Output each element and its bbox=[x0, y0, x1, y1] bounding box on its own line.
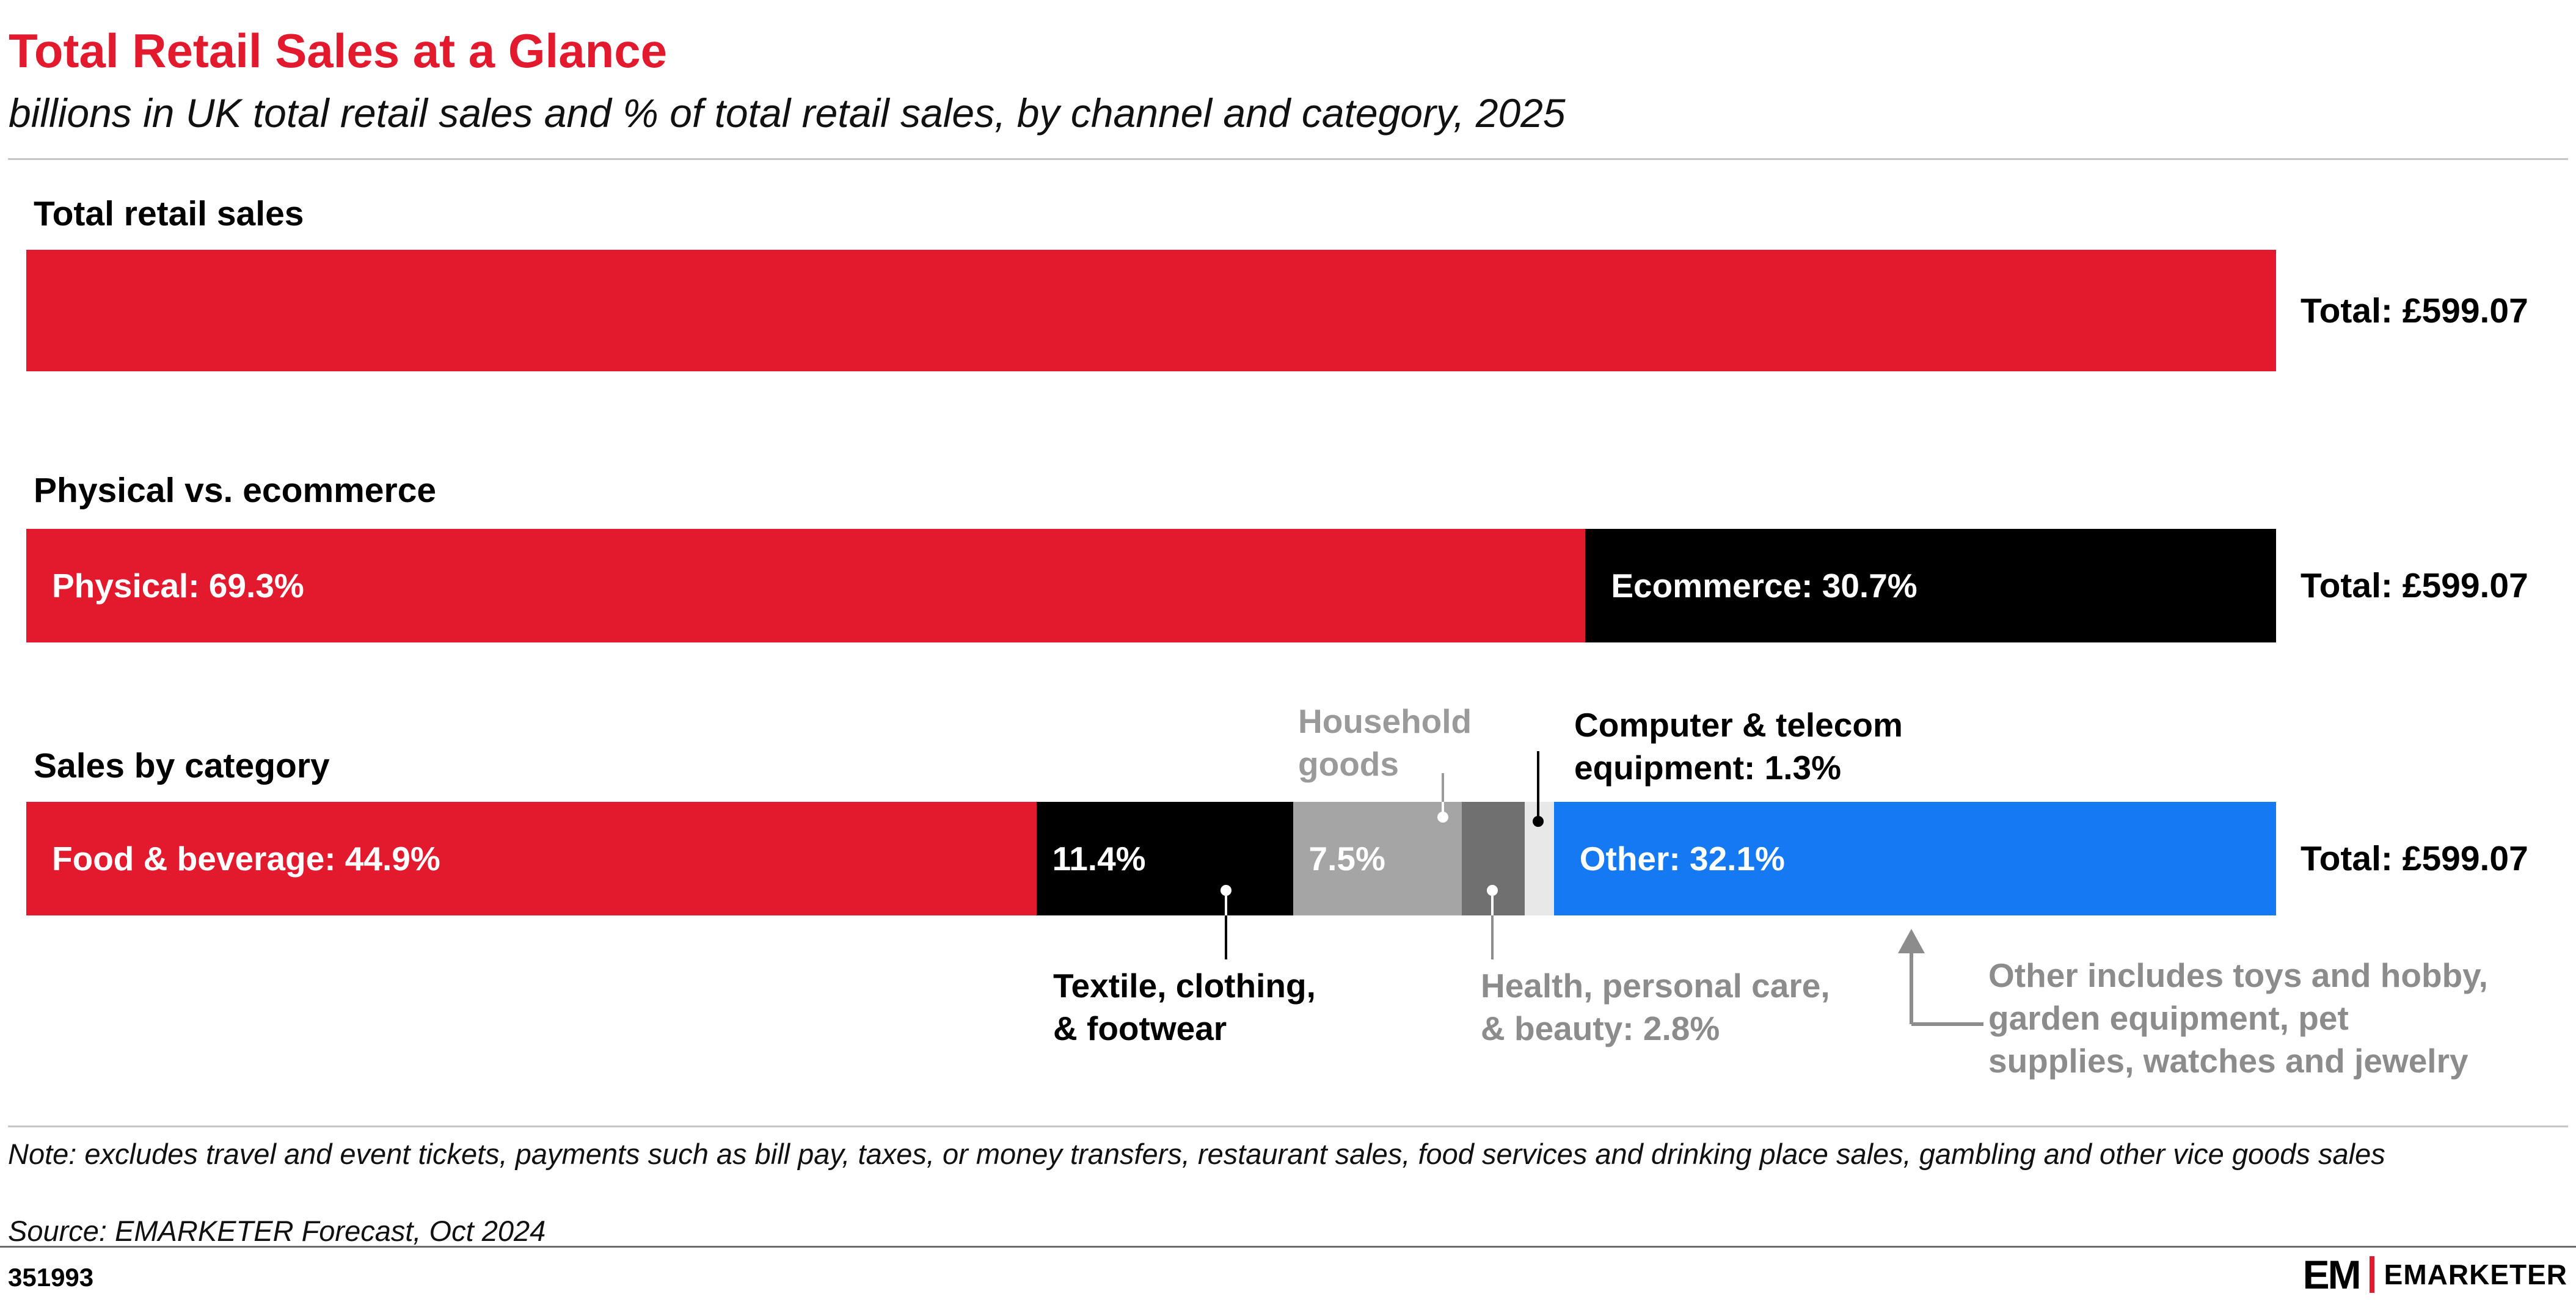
computer-callout-line bbox=[1537, 751, 1539, 821]
household-goods-segment: 7.5% bbox=[1293, 802, 1462, 915]
textile-callout-line2: & footwear bbox=[1053, 1009, 1227, 1047]
ecommerce-segment: Ecommerce: 30.7% bbox=[1585, 529, 2276, 642]
other-annotation-text: Other includes toys and hobby, garden eq… bbox=[1988, 956, 2488, 1080]
computer-telecom-callout-line1: Computer & telecom bbox=[1574, 706, 1903, 744]
chart-title: Total Retail Sales at a Glance bbox=[9, 24, 667, 78]
computer-telecom-callout-line2: equipment: 1.3% bbox=[1574, 749, 1842, 787]
health-callout-label: Health, personal care, & beauty: 2.8% bbox=[1481, 964, 1830, 1050]
footer-divider bbox=[0, 1246, 2576, 1248]
food-beverage-segment-label: Food & beverage: 44.9% bbox=[52, 840, 440, 878]
textile-callout-dot bbox=[1220, 885, 1231, 896]
textile-callout-line bbox=[1225, 915, 1227, 959]
other-annotation-arrow-icon bbox=[1898, 929, 1983, 1026]
health-callout-dot bbox=[1487, 885, 1498, 896]
other-segment-label: Other: 32.1% bbox=[1579, 840, 1785, 878]
food-beverage-segment: Food & beverage: 44.9% bbox=[26, 802, 1037, 915]
total-value-label-2: Total: £599.07 bbox=[2301, 566, 2528, 605]
section-heading-channel: Physical vs. ecommerce bbox=[34, 471, 437, 510]
emarketer-logo-mark: EM bbox=[2302, 1252, 2362, 1297]
textile-segment: 11.4% bbox=[1036, 802, 1293, 915]
emarketer-logo-text: EMARKETER bbox=[2384, 1259, 2567, 1290]
category-bar: Food & beverage: 44.9% 11.4% 7.5% Other:… bbox=[26, 802, 2276, 915]
total-value-label-3: Total: £599.07 bbox=[2301, 839, 2528, 878]
section-heading-category: Sales by category bbox=[34, 746, 330, 785]
textile-callout-label: Textile, clothing, & footwear bbox=[1053, 964, 1316, 1050]
health-callout-line bbox=[1491, 915, 1494, 959]
physical-segment: Physical: 69.3% bbox=[26, 529, 1586, 642]
emarketer-logo-bar bbox=[2369, 1256, 2374, 1293]
household-goods-callout-label: Household goods bbox=[1298, 702, 1472, 783]
computer-callout-dot bbox=[1533, 816, 1544, 827]
note-text: Note: excludes travel and event tickets,… bbox=[8, 1138, 2385, 1170]
source-text: Source: EMARKETER Forecast, Oct 2024 bbox=[8, 1215, 546, 1247]
header-divider bbox=[8, 158, 2568, 160]
textile-callout-line1: Textile, clothing, bbox=[1053, 967, 1316, 1005]
note-divider bbox=[8, 1126, 2568, 1127]
household-callout-line bbox=[1442, 773, 1444, 802]
ecommerce-segment-label: Ecommerce: 30.7% bbox=[1611, 567, 1917, 605]
chart-subtitle: billions in UK total retail sales and % … bbox=[9, 90, 1566, 136]
health-callout-line-inner bbox=[1491, 896, 1494, 915]
emarketer-logo: EM EMARKETER bbox=[2303, 1254, 2567, 1295]
total-value-label-1: Total: £599.07 bbox=[2301, 291, 2528, 330]
other-segment: Other: 32.1% bbox=[1553, 802, 2276, 915]
chart-id: 351993 bbox=[8, 1263, 94, 1292]
channel-bar: Physical: 69.3% Ecommerce: 30.7% bbox=[26, 529, 2276, 642]
household-goods-segment-label: 7.5% bbox=[1308, 840, 1385, 878]
section-heading-total: Total retail sales bbox=[34, 194, 304, 233]
health-callout-line1: Health, personal care, bbox=[1481, 967, 1830, 1005]
computer-telecom-callout-label: Computer & telecom equipment: 1.3% bbox=[1574, 704, 1903, 789]
textile-callout-line-inner bbox=[1225, 896, 1227, 915]
total-sales-segment bbox=[26, 250, 2276, 371]
total-sales-bar bbox=[26, 250, 2276, 371]
health-callout-line2: & beauty: 2.8% bbox=[1481, 1009, 1720, 1047]
household-callout-line-inner bbox=[1442, 802, 1444, 813]
household-callout-dot bbox=[1437, 812, 1448, 823]
physical-segment-label: Physical: 69.3% bbox=[52, 567, 304, 605]
textile-segment-label: 11.4% bbox=[1052, 840, 1146, 878]
